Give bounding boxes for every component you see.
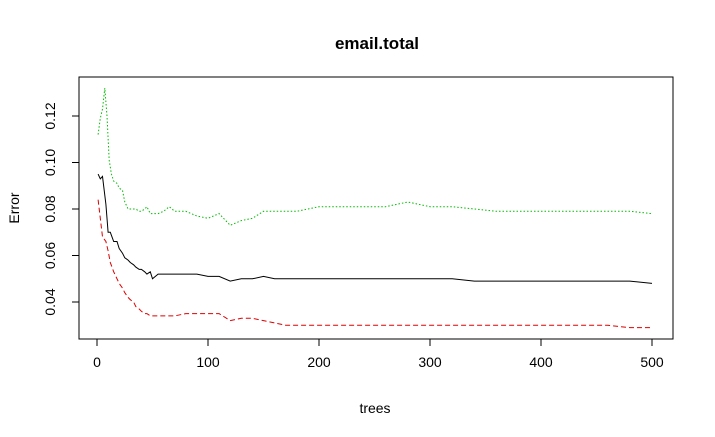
x-axis-label: trees (359, 400, 390, 416)
y-tick-label: 0.06 (42, 242, 58, 269)
y-axis: 0.04 0.06 0.08 0.10 0.12 (42, 102, 80, 316)
series-layer (97, 88, 653, 329)
y-tick-label: 0.12 (42, 102, 58, 129)
x-tick-label: 400 (529, 354, 553, 370)
chart-title: email.total (335, 34, 419, 53)
y-tick-label: 0.10 (42, 149, 58, 176)
x-tick-label: 0 (93, 354, 101, 370)
series-line-1 (97, 173, 653, 284)
y-tick-label: 0.04 (42, 288, 58, 315)
y-tick-label: 0.08 (42, 195, 58, 222)
x-axis: 0 100 200 300 400 500 (93, 338, 664, 370)
series-line-2 (97, 199, 652, 329)
x-tick-label: 200 (307, 354, 331, 370)
x-tick-label: 500 (640, 354, 664, 370)
y-axis-label: Error (6, 192, 22, 223)
series-line-3 (97, 88, 653, 226)
x-tick-label: 300 (418, 354, 442, 370)
x-tick-label: 100 (196, 354, 220, 370)
